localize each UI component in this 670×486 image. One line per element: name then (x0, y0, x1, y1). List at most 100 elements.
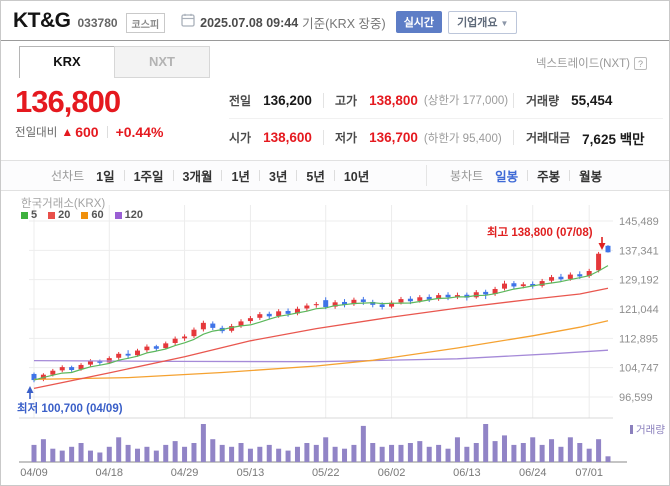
candle-up (351, 299, 357, 305)
candle-up (389, 302, 395, 307)
volume-bar (407, 443, 413, 462)
volume-bar (40, 439, 46, 462)
calendar-icon (181, 13, 195, 32)
candle-down (511, 283, 517, 287)
candle-type-daily[interactable]: 일봉 (495, 170, 519, 184)
candle-down (69, 367, 75, 370)
x-axis-label: 05/22 (312, 467, 340, 479)
x-axis-label: 04/18 (96, 467, 124, 479)
candle-type-monthly[interactable]: 월봉 (579, 170, 603, 184)
candle-up (586, 270, 592, 277)
volume-bar (398, 444, 404, 462)
open-value: 138,600 (263, 130, 312, 145)
volume-bar (257, 446, 263, 462)
volume-bar (163, 444, 169, 462)
candle-up (182, 336, 188, 339)
candle-up (163, 343, 169, 349)
tab-krx[interactable]: KRX (19, 46, 115, 78)
market-badge: 코스피 (125, 12, 166, 33)
volume-bar (586, 448, 592, 462)
volume-bar (530, 437, 536, 462)
annotation-low: 최저 100,700 (04/09) (17, 403, 123, 415)
candle-down (266, 313, 272, 317)
volume-bar (464, 446, 470, 462)
realtime-badge: 실시간 (395, 11, 443, 33)
period-3m[interactable]: 3개월 (182, 170, 213, 184)
volume-bar (238, 443, 244, 462)
volume-bar (567, 437, 573, 462)
chevron-down-icon: ▼ (500, 18, 509, 28)
period-1w[interactable]: 1주일 (133, 170, 164, 184)
candle-type-weekly[interactable]: 주봉 (537, 170, 561, 184)
candle-down (31, 373, 37, 381)
quote-row-1: 전일 136,200 고가 138,800 (상한가 177,000) 거래량 55,4… (229, 82, 663, 119)
candle-up (247, 318, 253, 322)
volume-bar (351, 444, 357, 462)
volume-bar (106, 446, 112, 462)
prev-close-value: 136,200 (263, 92, 312, 108)
volume-bar (87, 450, 93, 462)
upper-limit: (상한가 177,000) (423, 95, 509, 107)
volume-legend: 거래량 (630, 422, 665, 437)
candle-up (596, 253, 602, 271)
volume-bar (417, 441, 423, 462)
candle-up (144, 346, 150, 351)
candle-down (210, 323, 216, 328)
candle-down (97, 360, 103, 363)
volume-bar-icon (630, 425, 633, 434)
period-3y[interactable]: 3년 (268, 170, 288, 184)
period-5y[interactable]: 5년 (306, 170, 325, 184)
candle-up (229, 326, 235, 331)
ma5-line (33, 265, 609, 381)
company-overview-button[interactable]: 기업개요 ▼ (448, 10, 518, 34)
ma120-line (33, 349, 609, 363)
candlestick-chart-svg: 04/09 04/18 04/29 05/13 05/22 06/02 06/13 06/24… (19, 205, 659, 479)
x-axis-label: 06/24 (519, 467, 547, 479)
price-info-section: 136,800 전일대비 ▲ 600 +0.44% 전일 136,200 고가 13… (1, 78, 669, 160)
candle-up (191, 329, 197, 337)
volume-bar (370, 443, 376, 462)
volume-bar (577, 443, 583, 462)
x-axis-label: 04/29 (171, 467, 199, 479)
candle-up (398, 299, 404, 303)
candle-up (135, 350, 141, 356)
candle-up (78, 364, 84, 370)
candle-up (539, 281, 545, 286)
candle-down (558, 276, 564, 280)
volume-bar (520, 443, 526, 462)
y-axis-label: 104,747 (619, 363, 659, 375)
x-axis-label: 05/13 (237, 467, 265, 479)
high-label: 고가 (335, 93, 358, 108)
volume-bar (116, 437, 122, 462)
y-axis-label: 129,192 (619, 275, 659, 287)
candle-up (501, 283, 507, 289)
candle-down (379, 304, 385, 307)
candle-up (172, 338, 178, 343)
candle-down (342, 301, 348, 305)
stock-title: KT&G (13, 9, 71, 32)
candle-down (530, 283, 536, 287)
period-1d[interactable]: 1일 (96, 170, 115, 184)
period-10y[interactable]: 10년 (343, 170, 370, 184)
help-icon[interactable]: ? (634, 56, 647, 70)
high-arrow-head (598, 243, 606, 250)
x-axis-label: 07/01 (575, 467, 603, 479)
candle-down (370, 301, 376, 305)
candle-down (426, 296, 432, 300)
candle-down (605, 245, 611, 253)
period-1y[interactable]: 1년 (231, 170, 250, 184)
volume-bar (276, 448, 282, 462)
candle-up (257, 314, 263, 318)
candle-up (454, 295, 460, 297)
ma20-color-swatch (48, 211, 56, 219)
candle-chart-label: 봉차트 (450, 169, 484, 183)
quote-row-2: 시가 138,600 저가 136,700 (하한가 95,400) 거래대금 7,62… (229, 119, 663, 156)
volume-bar (59, 450, 65, 462)
candle-up (332, 302, 338, 307)
tab-nxt[interactable]: NXT (114, 46, 210, 78)
trade-value: 7,625 백만 (582, 131, 645, 147)
candle-up (304, 305, 310, 309)
volume-bar (285, 450, 291, 462)
ma60-line (33, 320, 609, 381)
